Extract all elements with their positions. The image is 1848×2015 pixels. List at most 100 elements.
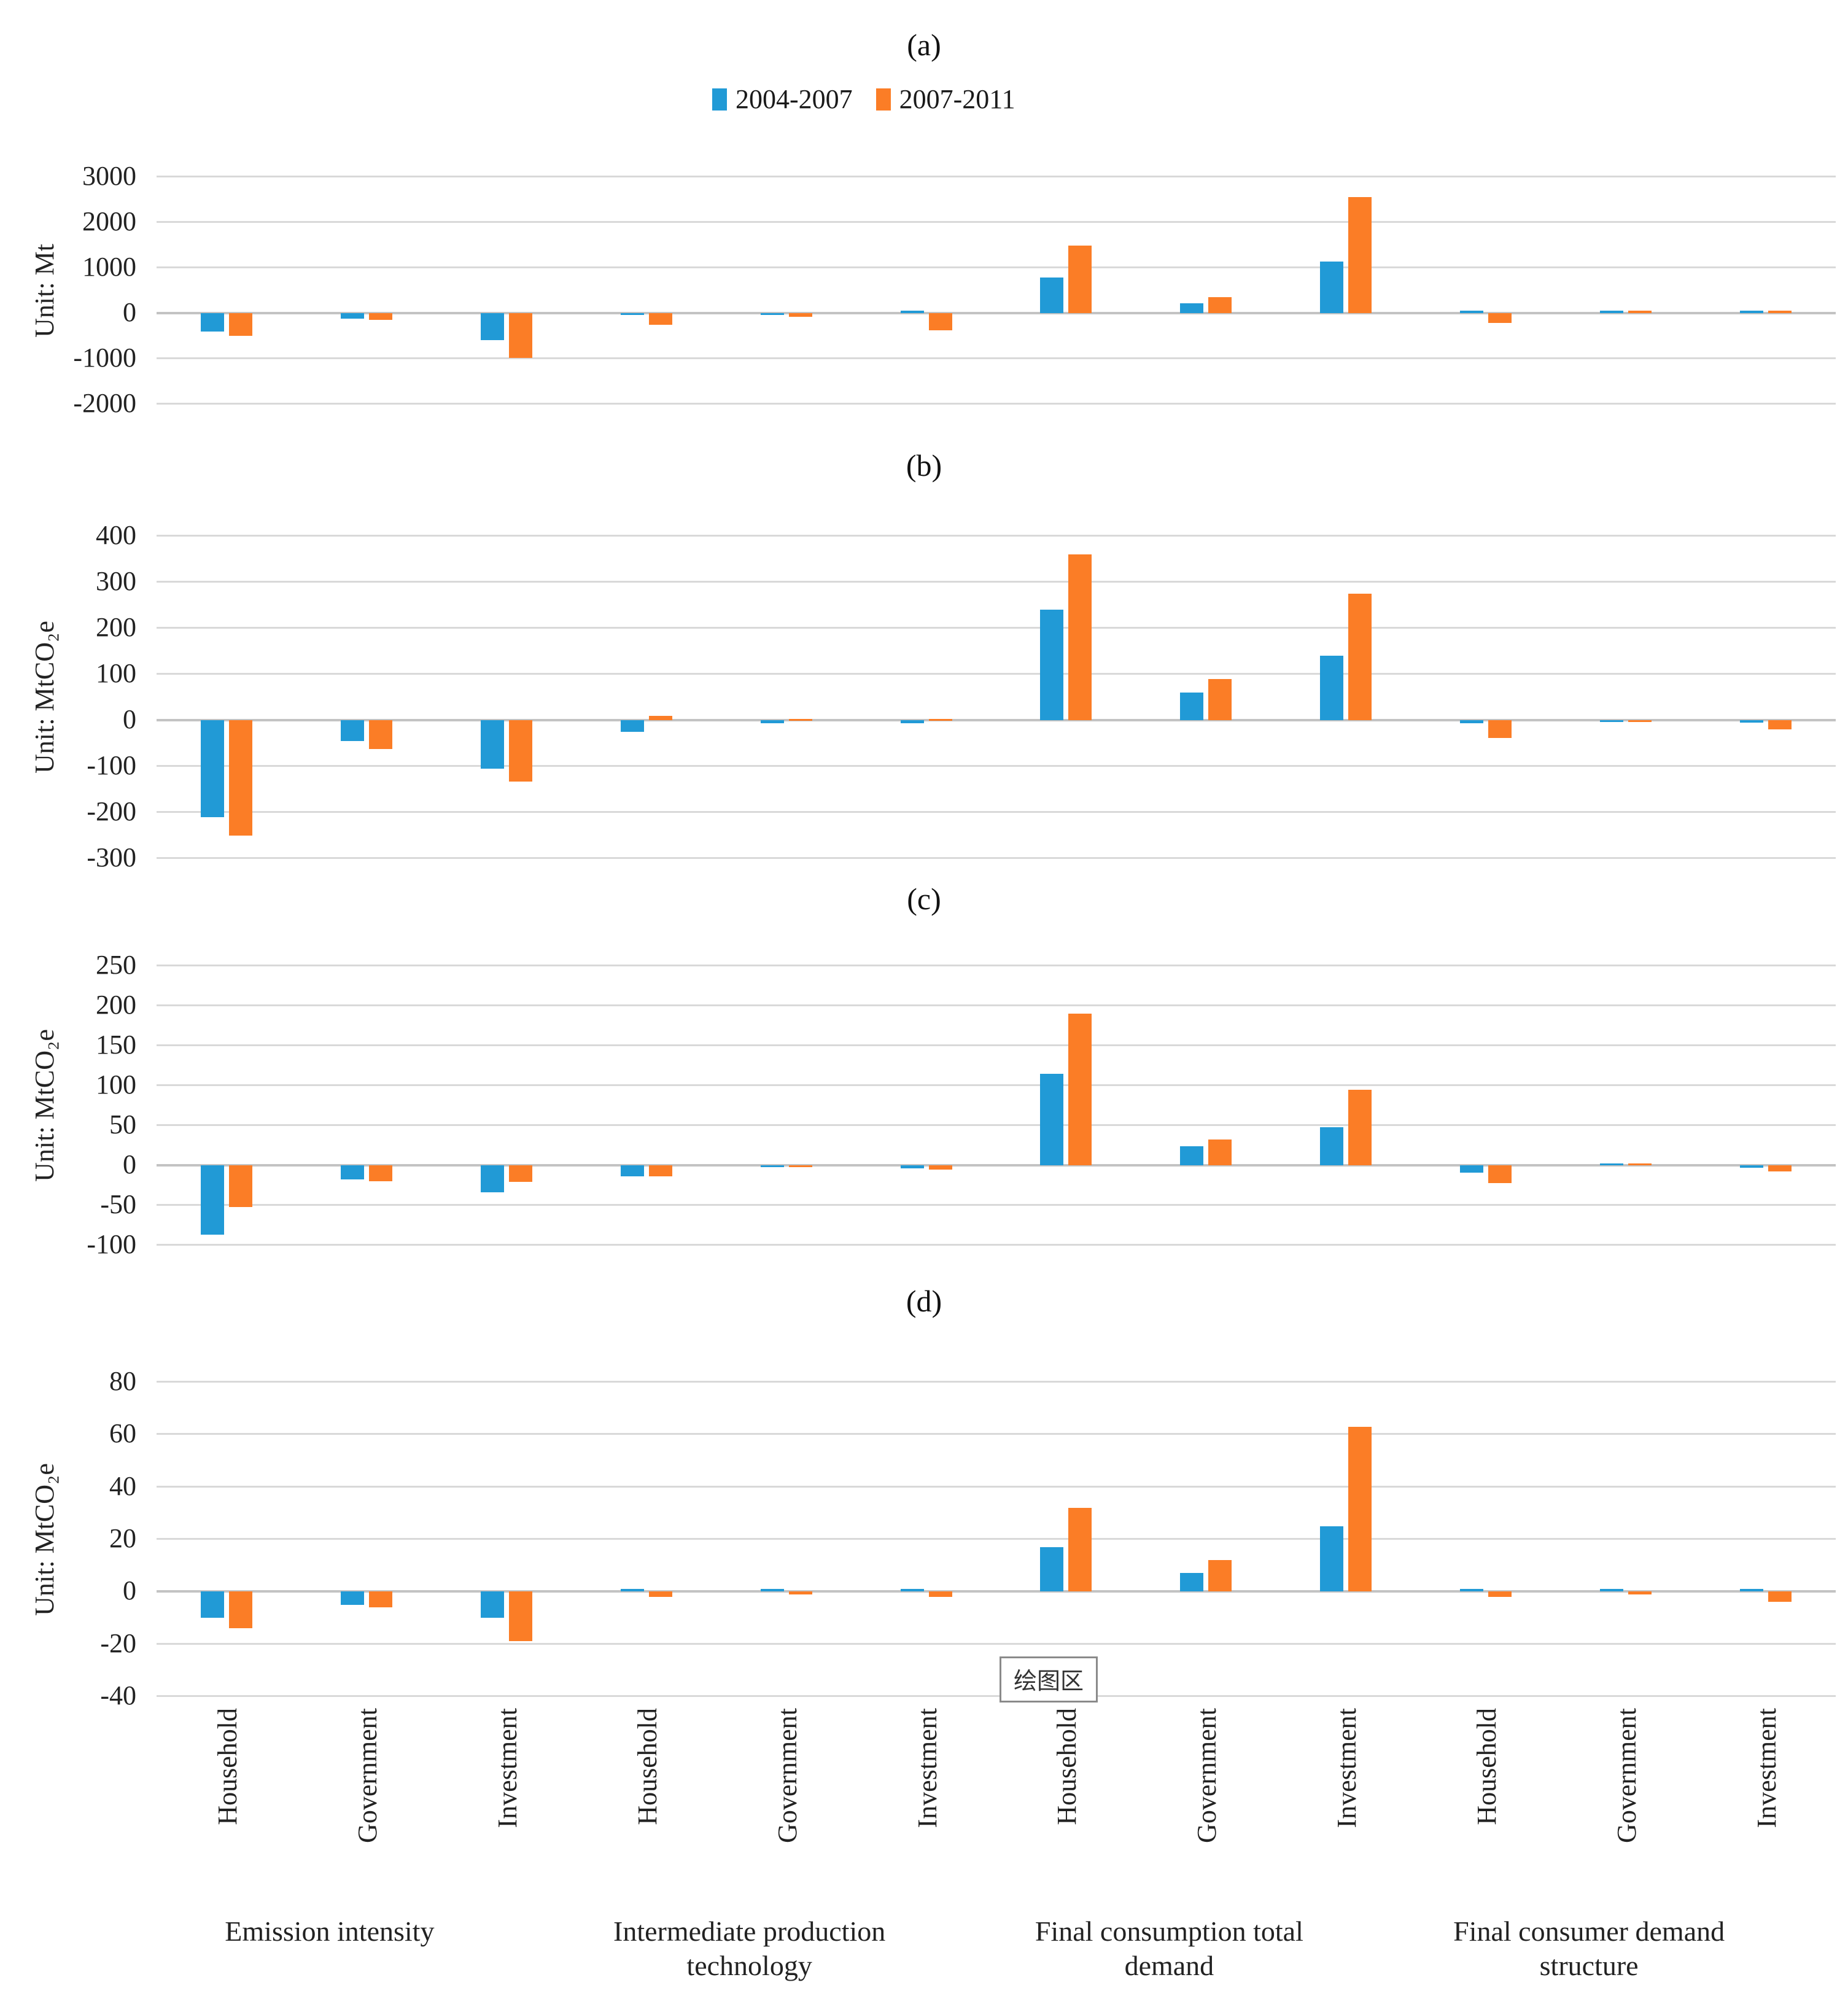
x-axis-line bbox=[157, 1164, 1836, 1167]
bar-2004-2007-investment bbox=[1740, 720, 1764, 723]
bar-2004-2007-household bbox=[620, 313, 644, 315]
gridline bbox=[157, 1084, 1836, 1086]
x-axis-line bbox=[157, 719, 1836, 721]
bar-2004-2007-government bbox=[1600, 1163, 1624, 1166]
legend-item-2004-2007: 2004-2007 bbox=[712, 83, 853, 115]
x-axis-category-label: Government bbox=[1612, 1708, 1642, 1843]
bar-2007-2011-investment bbox=[508, 1165, 532, 1182]
bar-2004-2007-investment bbox=[1740, 310, 1764, 313]
y-tick-label: 100 bbox=[96, 658, 136, 688]
bar-2007-2011-household bbox=[648, 313, 672, 325]
bar-2007-2011-investment bbox=[1348, 197, 1372, 313]
bar-2007-2011-household bbox=[1488, 313, 1512, 323]
panel-d-title: (d) bbox=[906, 1284, 942, 1318]
gridline bbox=[157, 357, 1836, 359]
gridline bbox=[157, 1004, 1836, 1006]
bar-2007-2011-household bbox=[228, 313, 252, 336]
bar-2004-2007-household bbox=[1460, 1589, 1484, 1592]
bar-2007-2011-household bbox=[1068, 246, 1092, 313]
bar-2007-2011-government bbox=[368, 720, 392, 750]
x-axis-category-label: Investment bbox=[492, 1708, 522, 1828]
bar-2004-2007-government bbox=[1180, 303, 1204, 313]
bar-2004-2007-government bbox=[1180, 1146, 1204, 1165]
bar-2007-2011-government bbox=[1208, 678, 1232, 720]
bar-2007-2011-government bbox=[1628, 311, 1652, 313]
bar-2004-2007-government bbox=[340, 313, 364, 319]
group-label-line: Emission intensity bbox=[225, 1916, 435, 1947]
y-tick-label: -300 bbox=[87, 842, 136, 872]
bar-2007-2011-government bbox=[1208, 1140, 1232, 1165]
x-axis-category-label: Household bbox=[1472, 1708, 1502, 1825]
bar-2004-2007-household bbox=[1040, 610, 1064, 720]
y-axis-unit-text: Unit: MtCO₂e bbox=[29, 621, 60, 774]
bar-2004-2007-household bbox=[1460, 1165, 1484, 1173]
bar-2007-2011-government bbox=[368, 1591, 392, 1607]
bar-2004-2007-household bbox=[1040, 277, 1064, 313]
bar-2004-2007-investment bbox=[480, 313, 504, 340]
bar-2007-2011-investment bbox=[928, 313, 952, 331]
legend-label: 2007-2011 bbox=[899, 84, 1015, 114]
bar-2007-2011-investment bbox=[928, 1591, 952, 1597]
bar-2007-2011-government bbox=[788, 718, 812, 721]
bar-2007-2011-government bbox=[368, 313, 392, 320]
bar-2007-2011-investment bbox=[1348, 593, 1372, 720]
gridline bbox=[157, 1204, 1836, 1206]
y-tick-label: -100 bbox=[87, 1229, 136, 1259]
gridline bbox=[157, 403, 1836, 405]
bar-2004-2007-investment bbox=[1320, 1526, 1344, 1592]
bar-2007-2011-household bbox=[648, 1591, 672, 1597]
bar-2004-2007-household bbox=[1040, 1547, 1064, 1592]
bar-2004-2007-government bbox=[1600, 720, 1624, 722]
bar-2004-2007-investment bbox=[1320, 656, 1344, 720]
y-tick-label: 0 bbox=[123, 1149, 136, 1179]
y-tick-label: 40 bbox=[109, 1470, 136, 1501]
bar-2007-2011-government bbox=[1208, 297, 1232, 313]
bar-2004-2007-household bbox=[1460, 720, 1484, 724]
y-tick-label: -40 bbox=[100, 1680, 136, 1710]
gridline bbox=[157, 1538, 1836, 1540]
x-axis-group-label: Emission intensity bbox=[66, 1914, 594, 1949]
bar-2004-2007-investment bbox=[900, 1589, 924, 1592]
bar-2004-2007-household bbox=[200, 1591, 224, 1618]
x-axis-category-label: Household bbox=[632, 1708, 662, 1825]
y-axis-unit-text: Unit: Mt bbox=[29, 243, 60, 338]
x-axis-line bbox=[157, 1590, 1836, 1593]
y-tick-label: 1000 bbox=[82, 252, 136, 282]
x-axis-category-label: Government bbox=[352, 1708, 382, 1843]
bar-2007-2011-government bbox=[1628, 720, 1652, 722]
y-axis-unit-label: Unit: MtCO₂e bbox=[26, 1382, 63, 1696]
y-tick-label: 50 bbox=[109, 1109, 136, 1140]
panel-c-title: (c) bbox=[907, 882, 941, 916]
bar-2007-2011-government bbox=[1208, 1560, 1232, 1592]
y-tick-label: 2000 bbox=[82, 206, 136, 236]
bar-2007-2011-household bbox=[228, 1591, 252, 1629]
x-axis-category-label: Investment bbox=[1752, 1708, 1782, 1828]
group-label-line: technology bbox=[686, 1950, 812, 1981]
bar-2007-2011-household bbox=[648, 1165, 672, 1177]
gridline bbox=[157, 1124, 1836, 1126]
bar-2004-2007-investment bbox=[480, 1591, 504, 1618]
y-tick-label: 200 bbox=[96, 612, 136, 642]
bar-2007-2011-household bbox=[1488, 1165, 1512, 1183]
x-axis-group-label: Intermediate production technology bbox=[486, 1914, 1014, 1983]
y-tick-label: 0 bbox=[123, 297, 136, 327]
y-tick-label: -100 bbox=[87, 750, 136, 780]
bar-2007-2011-investment bbox=[1768, 1591, 1792, 1602]
bar-2004-2007-investment bbox=[900, 1165, 924, 1169]
x-axis-category-label: Government bbox=[772, 1708, 802, 1843]
gridline bbox=[157, 1433, 1836, 1435]
bar-2004-2007-household bbox=[1040, 1073, 1064, 1165]
bar-2007-2011-government bbox=[788, 1165, 812, 1167]
bar-2007-2011-investment bbox=[508, 720, 532, 782]
y-tick-label: 100 bbox=[96, 1070, 136, 1100]
bar-2004-2007-household bbox=[1460, 310, 1484, 313]
y-axis-unit-label: Unit: MtCO₂e bbox=[26, 966, 63, 1245]
group-label-line: demand bbox=[1124, 1950, 1214, 1981]
bar-2007-2011-household bbox=[228, 720, 252, 836]
gridline bbox=[157, 581, 1836, 583]
legend-label: 2004-2007 bbox=[736, 84, 853, 114]
group-label-line: structure bbox=[1539, 1950, 1639, 1981]
y-tick-label: 0 bbox=[123, 704, 136, 734]
bar-2004-2007-household bbox=[620, 720, 644, 732]
bar-2004-2007-household bbox=[200, 1165, 224, 1235]
